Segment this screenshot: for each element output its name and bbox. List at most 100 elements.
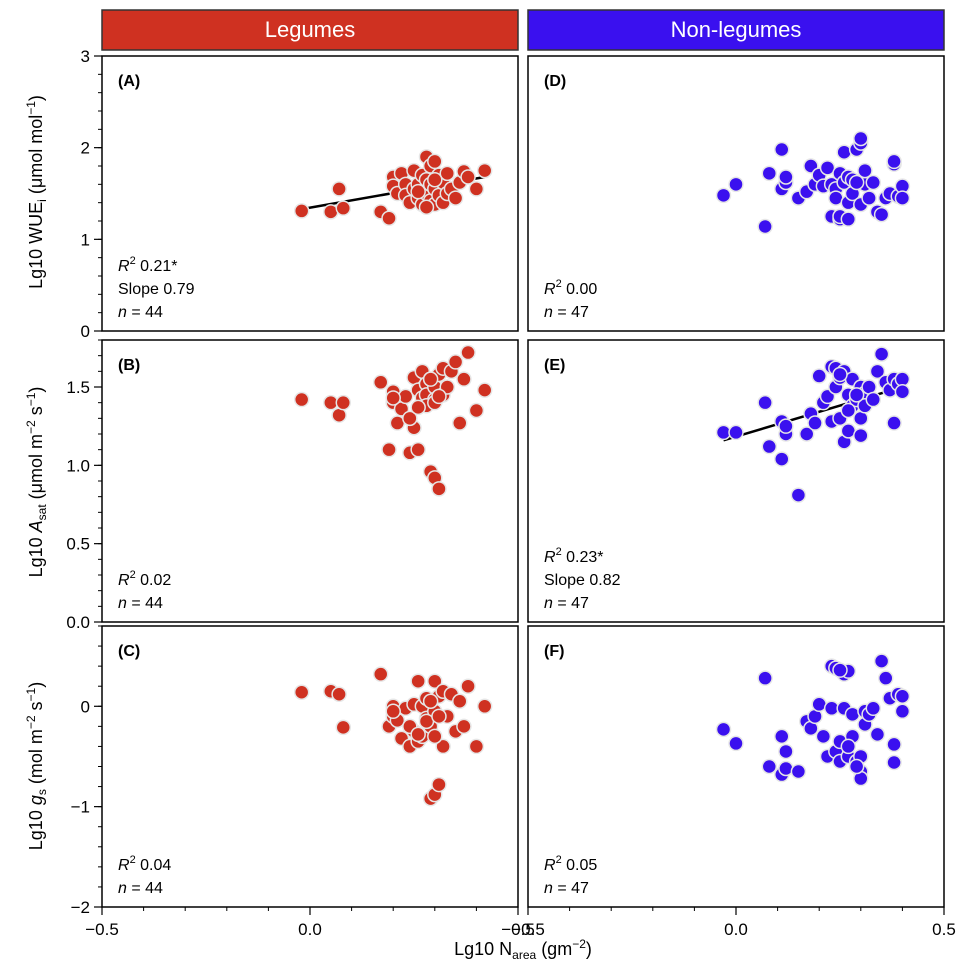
data-point — [427, 673, 443, 689]
panel-e: (E) R2 0.23* Slope 0.82 n = 47 — [527, 339, 945, 623]
data-point — [865, 174, 882, 191]
x-tick-label: −0.5 — [85, 920, 119, 939]
data-point — [293, 684, 310, 700]
data-point — [761, 758, 778, 775]
y-axis-title-asat: Lg10 Asat (μmol m−2 s−1) — [24, 387, 49, 578]
data-point — [819, 160, 836, 176]
data-point — [761, 165, 778, 182]
data-point — [894, 703, 911, 720]
x-tick-label: 0.0 — [298, 920, 322, 939]
data-point — [840, 211, 857, 227]
data-point — [832, 366, 848, 383]
data-point — [372, 666, 389, 682]
y-tick-label: 0 — [81, 697, 90, 716]
data-point — [761, 438, 778, 455]
y-tick-label: −1 — [71, 798, 90, 817]
data-point — [447, 354, 464, 370]
data-point — [431, 388, 447, 405]
stat-r2: R2 0.23* — [544, 546, 604, 566]
stat-n: n = 44 — [118, 304, 163, 321]
data-point — [439, 165, 456, 182]
data-point — [422, 693, 439, 710]
data-point — [778, 760, 794, 777]
data-point — [372, 374, 389, 391]
stat-slope: Slope 0.82 — [544, 572, 621, 589]
data-point — [331, 686, 347, 702]
plot-frame — [101, 55, 519, 332]
data-point — [894, 383, 911, 400]
data-point — [452, 415, 468, 431]
data-point — [840, 738, 857, 755]
legumes-banner — [101, 9, 519, 51]
stat-n: n = 47 — [544, 595, 589, 612]
data-point — [468, 181, 485, 197]
data-point — [778, 743, 794, 760]
y-tick-label: 0 — [81, 322, 90, 341]
panel-f: −0.5 0.0 0.5 (F) R2 0.05 n = 47 — [511, 625, 956, 939]
data-point — [774, 728, 790, 745]
stat-n: n = 47 — [544, 880, 589, 897]
panel-d: (D) R2 0.00 n = 47 — [527, 55, 945, 332]
x-axis-title: Lg10 Narea (gm−2) — [454, 937, 592, 962]
data-point — [293, 391, 310, 408]
data-point — [410, 726, 426, 743]
data-point — [385, 703, 401, 720]
data-point — [335, 394, 352, 411]
x-tick-label: 0.5 — [932, 920, 956, 939]
panel-b: 0.0 0.5 1.0 1.5 (B) R2 0.02 n = 44 — [66, 339, 519, 632]
panel-letter: (B) — [118, 357, 140, 374]
y-tick-label: 1.0 — [66, 456, 90, 475]
data-point — [456, 718, 472, 735]
stat-r2: R2 0.00 — [544, 278, 597, 298]
data-point — [774, 451, 790, 467]
stat-r2: R2 0.04 — [118, 854, 171, 874]
panel-letter: (A) — [118, 73, 140, 90]
data-point — [815, 728, 832, 745]
plot-frame — [527, 55, 945, 332]
data-point — [715, 187, 732, 204]
data-point — [431, 776, 447, 793]
data-point — [886, 754, 902, 771]
data-point — [848, 174, 865, 191]
legumes-banner-label: Legumes — [265, 17, 356, 42]
data-point — [431, 708, 447, 725]
data-point — [861, 190, 877, 206]
data-point — [418, 199, 435, 215]
data-point — [894, 688, 911, 704]
data-point — [728, 735, 744, 752]
data-point — [410, 673, 426, 689]
data-point — [427, 172, 443, 188]
data-point — [435, 738, 451, 755]
data-point — [848, 758, 865, 775]
data-point — [456, 371, 472, 387]
non-legumes-banner-label: Non-legumes — [671, 17, 802, 42]
y-tick-label: 3 — [81, 47, 90, 66]
data-point — [869, 363, 886, 380]
data-point — [385, 390, 401, 406]
data-point — [410, 441, 426, 458]
data-point — [778, 169, 794, 185]
data-point — [422, 371, 439, 387]
y-tick-label: 0.5 — [66, 535, 90, 554]
stat-r2: R2 0.21* — [118, 255, 178, 275]
data-point — [335, 719, 352, 736]
data-point — [460, 678, 476, 694]
data-point — [460, 344, 476, 361]
stat-n: n = 44 — [118, 595, 163, 612]
data-point — [853, 130, 869, 147]
panel-letter: (D) — [544, 73, 566, 90]
data-point — [853, 427, 869, 444]
data-point — [869, 726, 886, 743]
data-point — [886, 153, 902, 170]
data-point — [728, 176, 744, 193]
data-point — [331, 181, 347, 197]
x-tick-label: 0.0 — [724, 920, 748, 939]
stat-r2: R2 0.05 — [544, 854, 597, 874]
data-point — [427, 728, 443, 745]
data-point — [790, 763, 807, 780]
data-point — [844, 706, 861, 723]
data-point — [811, 368, 827, 384]
data-point — [790, 487, 807, 503]
